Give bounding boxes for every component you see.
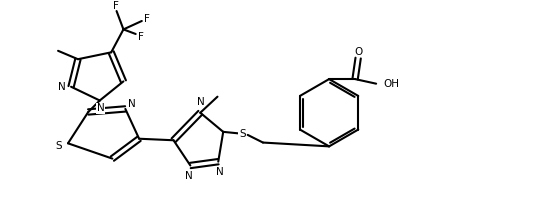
Text: OH: OH <box>383 79 399 89</box>
Text: N: N <box>197 97 205 107</box>
Text: S: S <box>239 129 246 139</box>
Text: N: N <box>97 103 104 113</box>
Text: N: N <box>58 82 66 92</box>
Text: S: S <box>56 141 62 151</box>
Text: N: N <box>216 167 224 177</box>
Text: F: F <box>144 14 150 24</box>
Text: F: F <box>138 32 144 42</box>
Text: O: O <box>355 47 362 57</box>
Text: N: N <box>185 171 193 181</box>
Text: F: F <box>113 1 119 11</box>
Text: N: N <box>128 99 135 109</box>
